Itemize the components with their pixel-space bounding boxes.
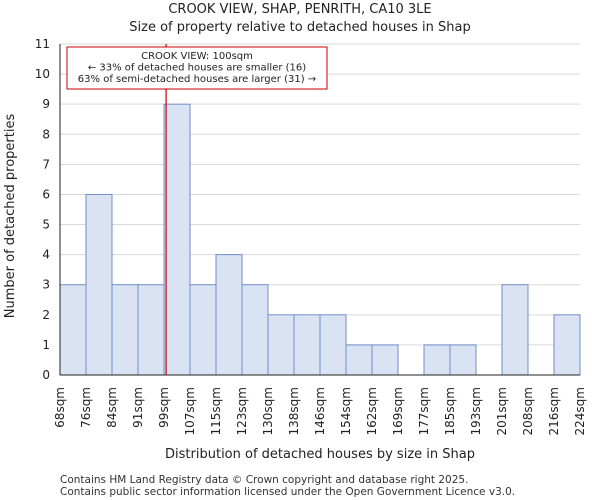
histogram-bar — [319, 314, 347, 376]
chart-title: CROOK VIEW, SHAP, PENRITH, CA10 3LE — [168, 2, 432, 17]
histogram-bar — [241, 284, 269, 376]
x-tick-label: 185sqm — [443, 387, 457, 435]
y-tick-label: 5 — [42, 218, 50, 232]
histogram-bar — [345, 344, 373, 376]
x-tick-label: 99sqm — [157, 387, 171, 428]
x-tick-label: 91sqm — [131, 387, 145, 428]
histogram-bar — [215, 254, 243, 376]
annotation-box — [66, 46, 328, 90]
y-tick-label: 2 — [42, 308, 50, 322]
chart-subtitle: Size of property relative to detached ho… — [129, 20, 471, 35]
x-tick-label: 193sqm — [469, 387, 483, 435]
y-tick-label: 11 — [35, 37, 50, 51]
histogram-bar — [163, 103, 191, 376]
histogram-bar — [111, 284, 139, 376]
x-tick-label: 84sqm — [105, 387, 119, 428]
histogram-bar — [189, 284, 217, 376]
x-tick-label: 201sqm — [495, 387, 509, 435]
x-tick-label: 138sqm — [287, 387, 301, 435]
histogram-bar — [293, 314, 321, 376]
x-tick-label: 130sqm — [261, 387, 275, 435]
x-tick-label: 224sqm — [573, 387, 587, 435]
annotation-title: CROOK VIEW: 100sqm — [141, 51, 253, 62]
x-tick-label: 162sqm — [365, 387, 379, 435]
y-tick-label: 4 — [42, 248, 50, 262]
footer-copyright: Contains HM Land Registry data © Crown c… — [60, 474, 469, 486]
annotation-smaller: ← 33% of detached houses are smaller (16… — [88, 63, 306, 74]
y-tick-label: 10 — [35, 67, 50, 81]
y-tick-label: 6 — [42, 187, 50, 201]
x-tick-label: 208sqm — [521, 387, 535, 435]
y-tick-label: 7 — [42, 157, 50, 171]
histogram-bar — [59, 284, 87, 376]
histogram-bar — [267, 314, 295, 376]
histogram-bar — [137, 284, 165, 376]
histogram-chart: 0 1 2 3 4 5 6 7 8 9 10 11 68sqm 76sqm 84sqm 91sqm 99sqm 1… — [3, 37, 587, 462]
histogram-bar — [449, 344, 477, 376]
x-tick-label: 154sqm — [339, 387, 353, 435]
x-tick-label: 115sqm — [209, 387, 223, 435]
x-tick-label: 123sqm — [235, 387, 249, 435]
histogram-bar — [371, 344, 399, 376]
histogram-bar — [501, 284, 529, 376]
x-tick-label: 76sqm — [79, 387, 93, 428]
x-tick-label: 68sqm — [53, 387, 67, 428]
histogram-bar — [423, 344, 451, 376]
y-tick-label: 9 — [42, 97, 50, 111]
y-axis-label: Number of detached properties — [3, 114, 18, 319]
histogram-bar — [553, 314, 581, 376]
footer-licence: Contains public sector information licen… — [60, 486, 516, 498]
y-tick-label: 8 — [42, 127, 50, 141]
y-tick-label: 0 — [42, 368, 50, 382]
annotation-larger: 63% of semi-detached houses are larger (… — [78, 74, 316, 85]
x-tick-label: 146sqm — [313, 387, 327, 435]
y-tick-label: 3 — [42, 278, 50, 292]
x-tick-label: 107sqm — [183, 387, 197, 435]
x-tick-label: 177sqm — [417, 387, 431, 435]
x-tick-label: 216sqm — [547, 387, 561, 435]
x-tick-label: 169sqm — [391, 387, 405, 435]
y-tick-label: 1 — [42, 338, 50, 352]
histogram-bar — [85, 193, 113, 376]
x-axis-label: Distribution of detached houses by size … — [165, 447, 475, 462]
